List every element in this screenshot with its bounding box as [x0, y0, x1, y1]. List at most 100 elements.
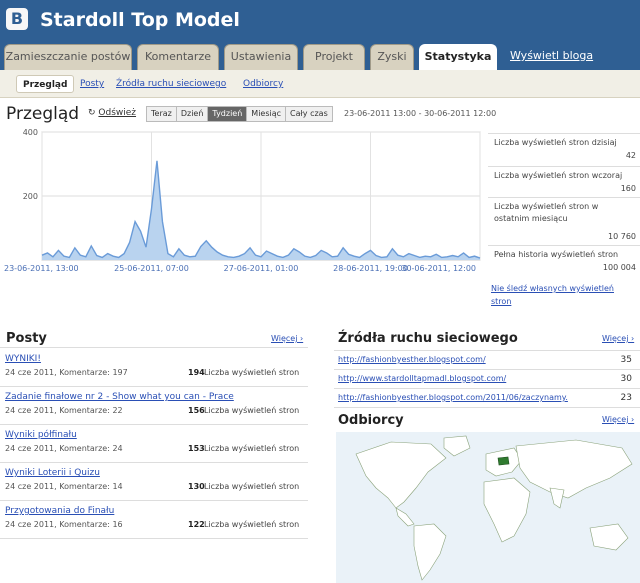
subtab-audience[interactable]: Odbiorcy [243, 79, 284, 89]
subtab-posts[interactable]: Posty [80, 79, 105, 89]
post-row: Przygotowania do Finału 24 cze 2011, Kom… [0, 502, 308, 539]
post-view-unit: Liczba wyświetleń stron [204, 520, 300, 529]
post-meta: 24 cze 2011, Komentarze: 24 [5, 444, 123, 453]
stat-value: 10 760 [608, 232, 636, 241]
pageviews-chart: 400 200 23-06-2011, 13:00 25-06-2011, 07:00… [4, 128, 481, 273]
range-month-button[interactable]: Miesiąc [247, 107, 287, 121]
posts-divider [0, 347, 308, 348]
tab-design[interactable]: Projekt [303, 44, 365, 70]
post-view-count: 130 [188, 482, 205, 491]
tab-posting[interactable]: Zamieszczanie postów [4, 44, 132, 70]
map-highlighted-country [497, 456, 510, 466]
view-blog-link[interactable]: Wyświetl bloga [510, 49, 594, 62]
post-view-count: 122 [188, 520, 205, 529]
posts-section-title: Posty [6, 331, 47, 346]
range-day-button[interactable]: Dzień [176, 107, 209, 121]
source-count: 23 [620, 393, 632, 403]
post-meta: 24 cze 2011, Komentarze: 22 [5, 406, 123, 415]
post-row: Zadanie finałowe nr 2 - Show what you ca… [0, 388, 308, 425]
stat-today: Liczba wyświetleń stron dzisiaj 42 [488, 133, 640, 166]
audience-section-title: Odbiorcy [338, 413, 404, 428]
sources-more-link[interactable]: Więcej › [602, 334, 635, 343]
blog-title: Stardoll Top Model [40, 9, 240, 31]
sources-divider [334, 350, 640, 351]
post-title-link[interactable]: Przygotowania do Finału [5, 506, 115, 516]
post-meta: 24 cze 2011, Komentarze: 14 [5, 482, 123, 491]
tab-stats[interactable]: Statystyka [419, 44, 497, 71]
map-india [549, 487, 565, 509]
blog-header: B Stardoll Top Model [0, 0, 640, 40]
stat-value: 100 004 [602, 263, 636, 272]
stat-label: Liczba wyświetleń stron dzisiaj [494, 138, 617, 147]
post-title-link[interactable]: WYNIKI! [5, 354, 41, 364]
range-now-button[interactable]: Teraz [147, 107, 177, 121]
tab-earnings[interactable]: Zyski [370, 44, 414, 70]
chart-ytick-label: 200 [23, 192, 38, 201]
tab-comments[interactable]: Komentarze [137, 44, 219, 70]
chart-xtick-label: 27-06-2011, 01:00 [224, 264, 299, 273]
source-count: 35 [620, 355, 632, 365]
posts-more-link[interactable]: Więcej › [271, 334, 304, 343]
source-row: http://www.stardolltapmadl.blogspot.com/… [334, 370, 640, 389]
stat-value: 160 [620, 184, 636, 193]
range-week-button[interactable]: Tydzień [208, 107, 248, 121]
tab-settings[interactable]: Ustawienia [224, 44, 298, 70]
map-africa [483, 477, 531, 543]
stat-value: 42 [625, 151, 636, 160]
audience-more-link[interactable]: Więcej › [602, 415, 635, 424]
range-selector: Teraz Dzień Tydzień Miesiąc Cały czas [146, 106, 333, 122]
chart-area [42, 160, 480, 260]
post-meta: 24 cze 2011, Komentarze: 197 [5, 368, 128, 377]
stat-yesterday: Liczba wyświetleń stron wczoraj 160 [488, 166, 640, 197]
stat-all-time: Pełna historia wyświetleń stron 100 004 [488, 245, 640, 276]
post-row: Wyniki Loterii i Quizu 24 cze 2011, Kome… [0, 464, 308, 501]
map-south-america [413, 523, 447, 581]
map-greenland [443, 435, 471, 457]
post-title-link[interactable]: Wyniki Loterii i Quizu [5, 468, 100, 478]
post-view-unit: Liczba wyświetleń stron [204, 444, 300, 453]
map-central-america [395, 507, 415, 527]
post-view-count: 156 [188, 406, 205, 415]
date-range-label: 23-06-2011 13:00 - 30-06-2011 12:00 [344, 109, 497, 118]
source-url-link[interactable]: http://fashionbyesther.blogspot.com/ [338, 355, 486, 364]
main-tab-bar: Zamieszczanie postów Komentarze Ustawien… [0, 40, 640, 71]
post-view-unit: Liczba wyświetleń stron [204, 368, 300, 377]
chart-xtick-label: 25-06-2011, 07:00 [114, 264, 189, 273]
map-asia [515, 439, 633, 499]
source-url-link[interactable]: http://www.stardolltapmadl.blogspot.com/ [338, 374, 507, 383]
audience-world-map[interactable] [336, 432, 640, 583]
stat-label: Liczba wyświetleń stron wczoraj [494, 171, 623, 180]
stat-last-month: Liczba wyświetleń stron w ostatnim miesi… [488, 197, 640, 245]
stat-label: Pełna historia wyświetleń stron [494, 250, 619, 259]
refresh-button[interactable]: ↻ Odśwież [88, 108, 136, 118]
chart-xtick-label: 28-06-2011, 19:00 [333, 264, 408, 273]
chart-ytick-label: 400 [23, 128, 38, 137]
post-row: WYNIKI! 24 cze 2011, Komentarze: 197 194… [0, 350, 308, 387]
sources-section-title: Źródła ruchu sieciowego [338, 331, 518, 346]
subtab-overview[interactable]: Przegląd [16, 75, 75, 93]
blogger-logo-icon[interactable]: B [6, 8, 28, 30]
post-view-unit: Liczba wyświetleń stron [204, 482, 300, 491]
post-view-count: 194 [188, 368, 205, 377]
post-view-unit: Liczba wyświetleń stron [204, 406, 300, 415]
source-row: http://fashionbyesther.blogspot.com/2011… [334, 389, 640, 408]
source-url-link[interactable]: http://fashionbyesther.blogspot.com/2011… [338, 393, 568, 402]
post-view-count: 153 [188, 444, 205, 453]
stat-label: Liczba wyświetleń stron w ostatnim miesi… [494, 202, 599, 223]
refresh-label: Odśwież [98, 108, 137, 118]
post-title-link[interactable]: Wyniki półfinału [5, 430, 77, 440]
chart-series-line [41, 160, 481, 259]
source-row: http://fashionbyesther.blogspot.com/ 35 [334, 351, 640, 370]
subtab-traffic-sources[interactable]: Źródła ruchu sieciowego [116, 79, 227, 89]
dont-track-own-views-link[interactable]: Nie śledź własnych wyświetleń stron [491, 284, 614, 306]
sub-tab-bar: Przegląd Posty Źródła ruchu sieciowego O… [0, 70, 640, 98]
range-alltime-button[interactable]: Cały czas [286, 107, 332, 121]
map-north-america [355, 441, 447, 509]
refresh-icon: ↻ [88, 108, 96, 118]
chart-xtick-label: 23-06-2011, 13:00 [4, 264, 79, 273]
post-title-link[interactable]: Zadanie finałowe nr 2 - Show what you ca… [5, 392, 234, 402]
chart-xtick-label: 30-06-2011, 12:00 [401, 264, 476, 273]
map-australia [589, 523, 629, 551]
overview-title: Przegląd [6, 104, 80, 124]
source-count: 30 [620, 374, 632, 384]
